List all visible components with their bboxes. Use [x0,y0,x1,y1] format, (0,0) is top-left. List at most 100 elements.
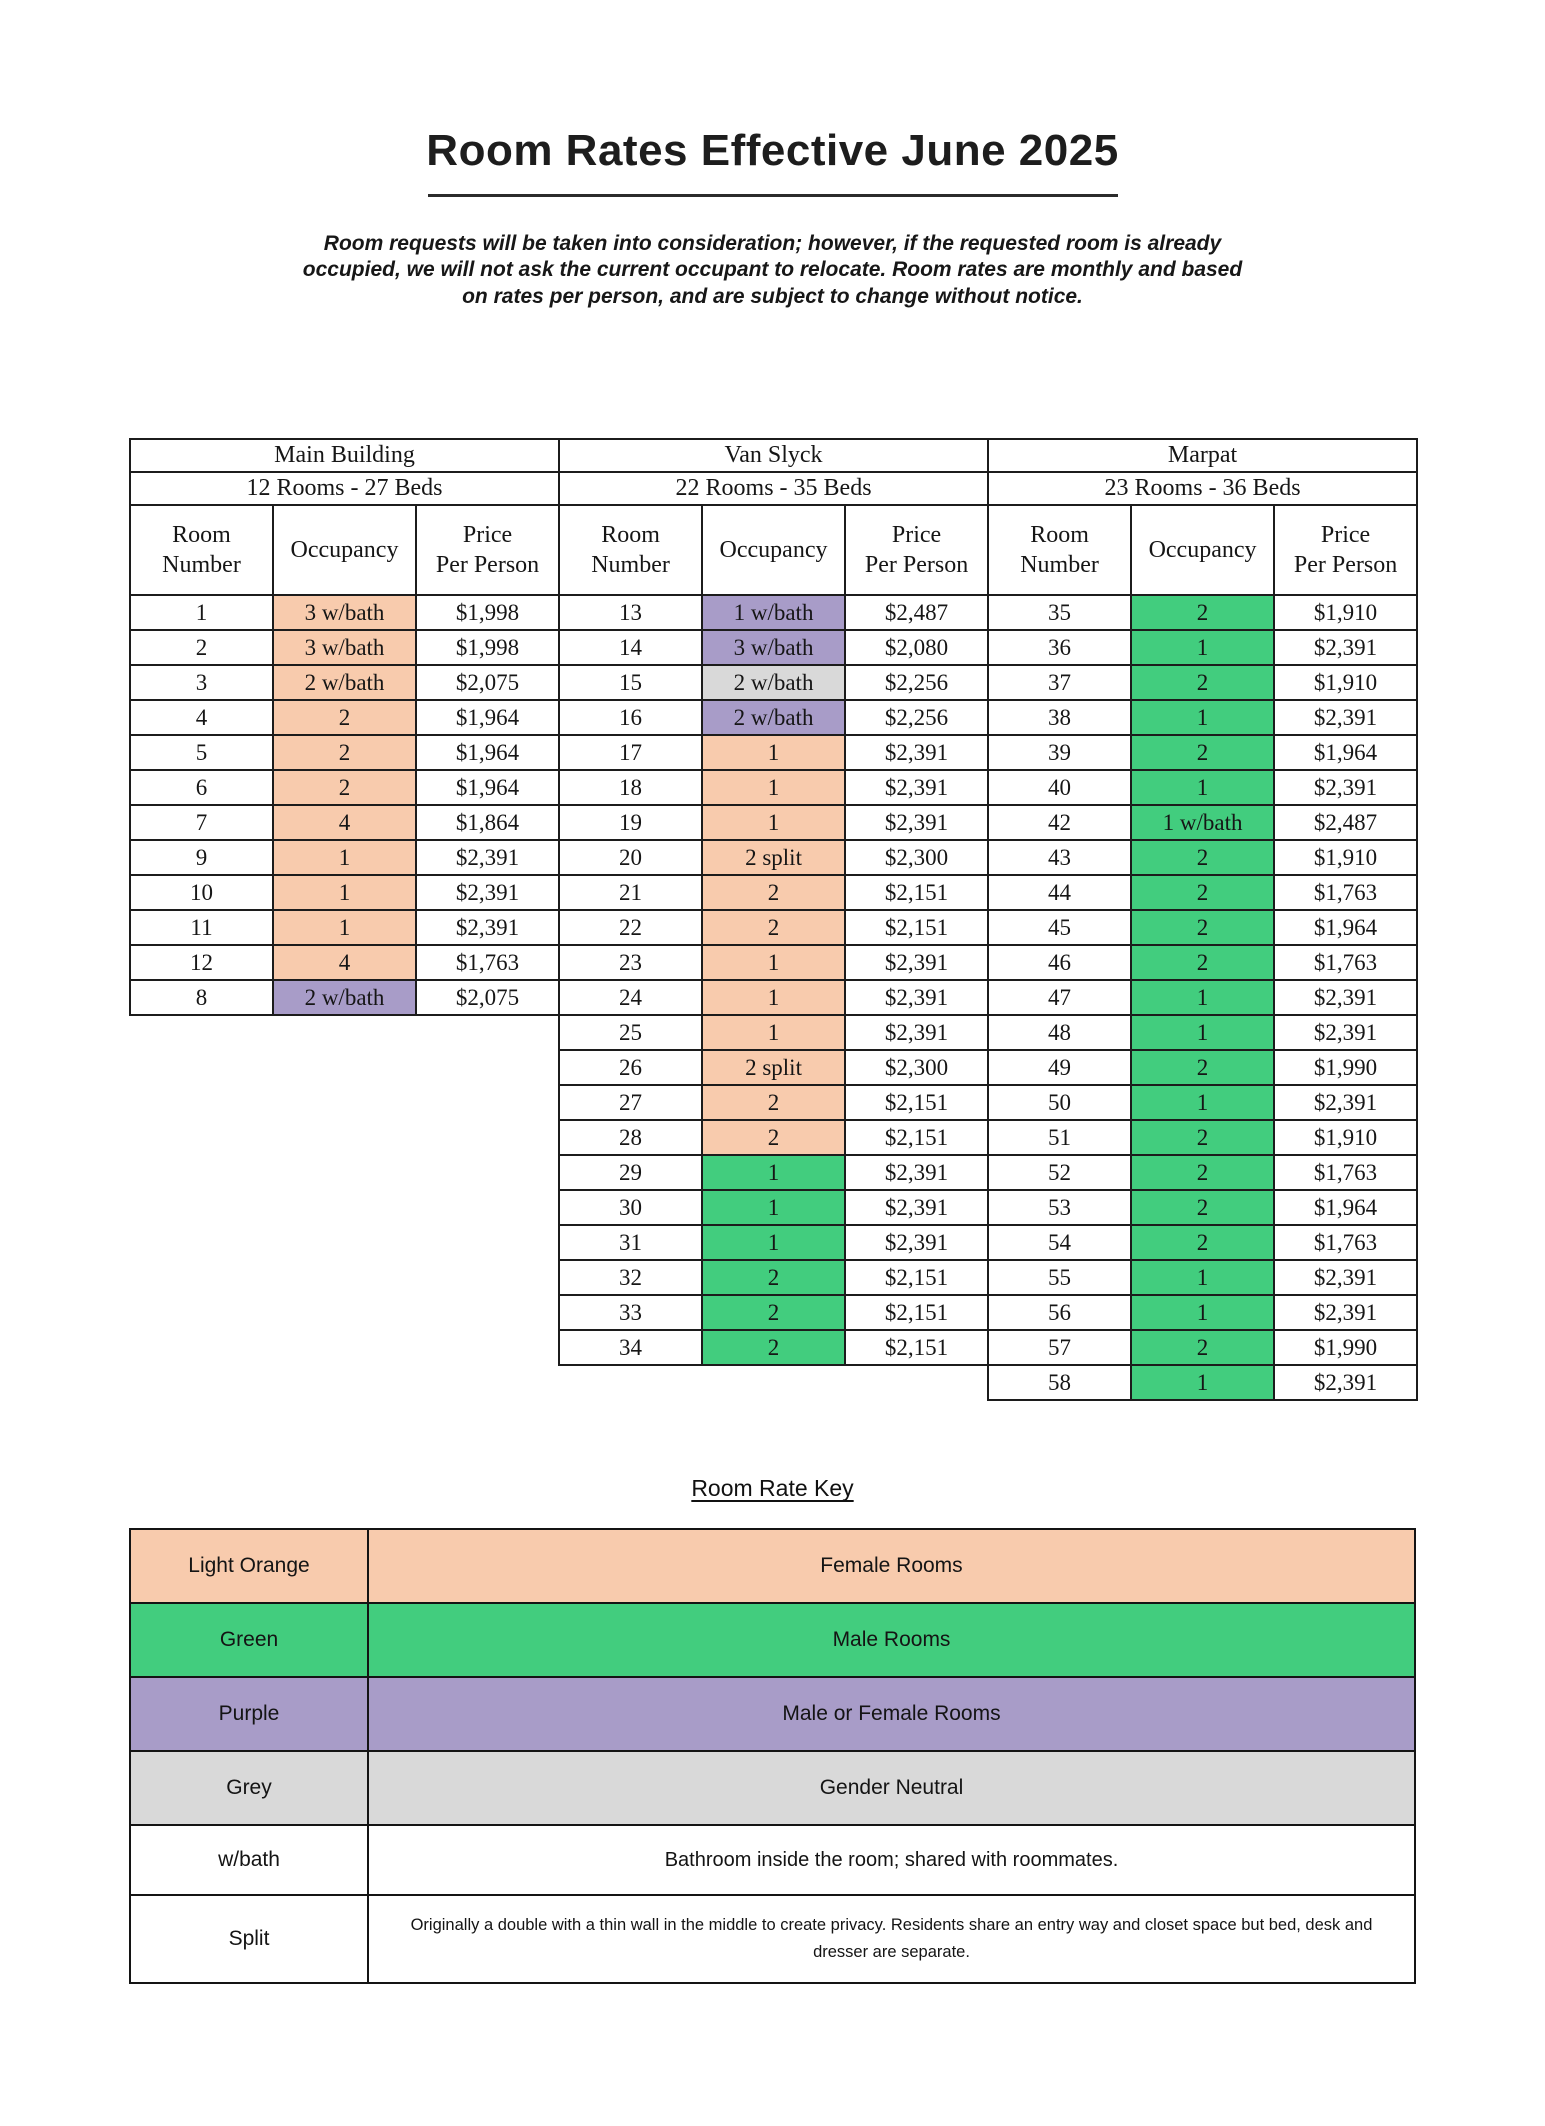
key-description: Bathroom inside the room; shared with ro… [367,1824,1416,1897]
key-label: w/bath [129,1824,369,1897]
room-number-cell: 52 [987,1154,1133,1192]
empty-cell [130,1190,273,1225]
room-number-cell: 13 [558,594,704,632]
empty-cell [130,1225,273,1260]
occupancy-cell: 1 [1130,1364,1276,1402]
price-per-person-cell: $2,256 [844,699,990,737]
room-number-cell: 22 [558,909,704,947]
price-per-person-cell: $2,080 [844,629,990,667]
occupancy-cell: 1 [272,874,417,912]
room-row: 33 2 $2,151 56 1 $2,391 [130,1294,1419,1332]
occupancy-cell: 2 [272,699,417,737]
occupancy-cell: 2 [272,769,417,807]
occupancy-cell: 3 w/bath [272,629,417,667]
price-per-person-cell: $2,151 [844,1259,990,1297]
key-label: Grey [129,1750,369,1827]
room-number-cell: 33 [558,1294,704,1332]
building-name-vanslyck: Van Slyck [558,438,990,474]
price-per-person-cell: $2,391 [414,874,561,912]
occupancy-cell: 1 [1130,1259,1276,1297]
occupancy-cell: 4 [272,944,417,982]
key-row: Light Orange Female Rooms [129,1528,1416,1605]
occupancy-cell: 2 [1130,1189,1276,1227]
key-row: Split Originally a double with a thin wal… [129,1894,1416,1985]
empty-cell [416,1260,559,1295]
price-per-person-cell: $1,763 [1273,1224,1419,1262]
occupancy-cell: 3 w/bath [701,629,847,667]
beds-header-row: 12 Rooms - 27 Beds 22 Rooms - 35 Beds 23… [128,471,1419,507]
occupancy-cell: 2 [1130,1119,1276,1157]
room-number-cell: 7 [129,804,274,842]
room-number-cell: 20 [558,839,704,877]
price-per-person-cell: $1,998 [414,629,561,667]
key-row: Grey Gender Neutral [129,1750,1416,1827]
price-per-person-cell: $1,964 [1273,1189,1419,1227]
room-row: 26 2 split $2,300 49 2 $1,990 [130,1049,1419,1087]
room-row: 4 2 $1,964 16 2 w/bath $2,256 38 1 $2,391 [129,699,1419,737]
price-per-person-cell: $1,910 [1273,664,1419,702]
price-per-person-cell: $2,151 [844,1294,990,1332]
price-per-person-cell: $2,151 [844,874,990,912]
price-per-person-cell: $2,391 [1273,629,1419,667]
price-per-person-cell: $1,763 [1273,944,1419,982]
room-number-cell: 44 [987,874,1133,912]
room-row: 11 1 $2,391 22 2 $2,151 45 2 $1,964 [129,909,1419,947]
room-number-cell: 51 [987,1119,1133,1157]
empty-cell [559,1365,702,1400]
building-header-row: Main Building Van Slyck Marpat [128,438,1419,474]
price-per-person-cell: $2,391 [1273,1259,1419,1297]
empty-cell [416,1190,559,1225]
occupancy-cell: 3 w/bath [272,594,417,632]
occupancy-cell: 2 [1130,664,1276,702]
column-header-occupancy: Occupancy [1130,504,1276,597]
column-header-price-per-person: Price Per Person [414,504,561,597]
room-number-cell: 10 [129,874,274,912]
room-rate-key-table: Light Orange Female Rooms Green Male Rooms P… [129,1528,1416,1985]
empty-cell [273,1085,416,1120]
room-number-cell: 46 [987,944,1133,982]
empty-cell [130,1260,273,1295]
empty-cell [130,1365,273,1400]
key-row: w/bath Bathroom inside the room; shared w… [129,1824,1416,1897]
key-row: Purple Male or Female Rooms [129,1676,1416,1753]
occupancy-cell: 4 [272,804,417,842]
occupancy-cell: 1 [1130,1084,1276,1122]
empty-cell [130,1085,273,1120]
occupancy-cell: 1 [701,804,847,842]
price-per-person-cell: $1,910 [1273,594,1419,632]
price-per-person-cell: $2,151 [844,1329,990,1367]
room-number-cell: 4 [129,699,274,737]
price-per-person-cell: $2,391 [1273,1364,1419,1402]
key-row: Green Male Rooms [129,1602,1416,1679]
room-number-cell: 26 [558,1049,704,1087]
empty-cell [702,1365,845,1400]
occupancy-cell: 2 [1130,734,1276,772]
occupancy-cell: 1 [701,1014,847,1052]
room-number-cell: 19 [558,804,704,842]
price-per-person-cell: $1,998 [414,594,561,632]
occupancy-cell: 1 [701,734,847,772]
room-number-cell: 43 [987,839,1133,877]
room-number-cell: 36 [987,629,1133,667]
price-per-person-cell: $2,391 [844,1154,990,1192]
price-per-person-cell: $1,864 [414,804,561,842]
room-number-cell: 25 [558,1014,704,1052]
column-header-occupancy: Occupancy [272,504,417,597]
key-label: Split [129,1894,369,1985]
occupancy-cell: 2 w/bath [701,664,847,702]
room-number-cell: 12 [129,944,274,982]
occupancy-cell: 1 [701,979,847,1017]
price-per-person-cell: $1,763 [1273,1154,1419,1192]
room-rate-key-title: Room Rate Key [691,1475,854,1502]
room-row: 6 2 $1,964 18 1 $2,391 40 1 $2,391 [129,769,1419,807]
price-per-person-cell: $2,075 [414,979,561,1017]
occupancy-cell: 1 [1130,769,1276,807]
column-header-row: Room Number Occupancy Price Per Person R… [129,504,1419,597]
empty-cell [273,1015,416,1050]
occupancy-cell: 2 w/bath [272,979,417,1017]
room-number-cell: 57 [987,1329,1133,1367]
room-row: 28 2 $2,151 51 2 $1,910 [130,1119,1419,1157]
room-number-cell: 11 [129,909,274,947]
room-number-cell: 48 [987,1014,1133,1052]
empty-cell [416,1120,559,1155]
